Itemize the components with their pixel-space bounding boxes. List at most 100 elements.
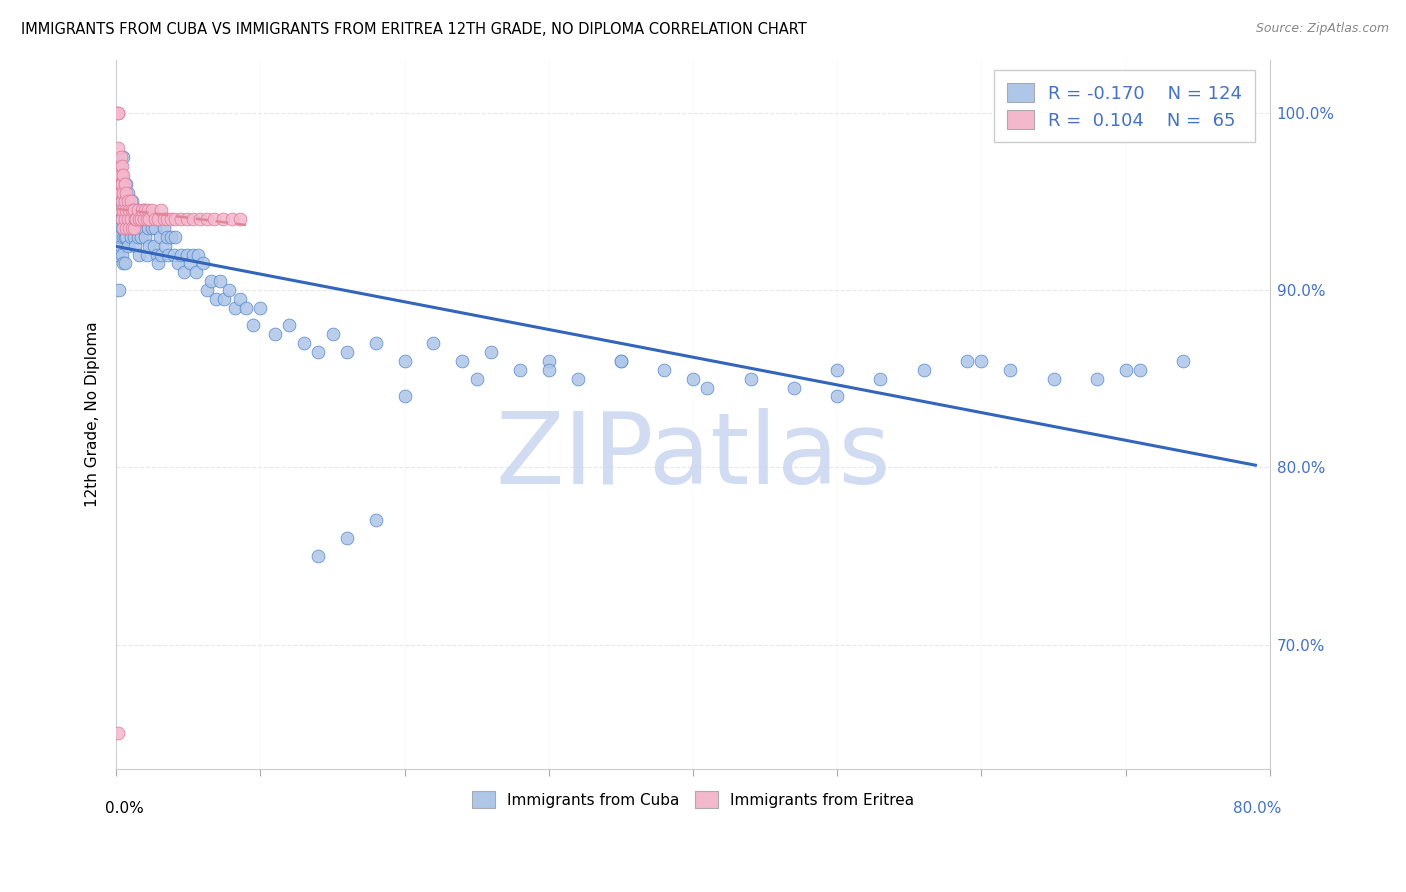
Point xyxy=(114,230,136,244)
Point xyxy=(135,212,157,227)
Point xyxy=(1115,363,1137,377)
Point xyxy=(364,336,387,351)
Point xyxy=(184,265,207,279)
Point xyxy=(394,354,416,368)
Point xyxy=(107,177,129,191)
Point xyxy=(107,105,129,120)
Point xyxy=(1129,363,1152,377)
Point xyxy=(129,230,152,244)
Text: 0.0%: 0.0% xyxy=(104,800,143,815)
Point xyxy=(214,292,236,306)
Point xyxy=(170,212,193,227)
Point xyxy=(204,292,226,306)
Point xyxy=(139,212,162,227)
Point xyxy=(114,256,136,270)
Point xyxy=(108,283,131,297)
Point xyxy=(221,212,243,227)
Point xyxy=(107,247,129,261)
Point xyxy=(143,221,166,235)
Point xyxy=(118,194,141,209)
Point xyxy=(114,203,136,218)
Point xyxy=(336,345,359,359)
Point xyxy=(156,230,179,244)
Point xyxy=(111,212,134,227)
Point xyxy=(122,221,145,235)
Point xyxy=(307,549,329,563)
Point xyxy=(111,194,134,209)
Point xyxy=(165,212,187,227)
Point xyxy=(124,212,146,227)
Point xyxy=(110,186,132,200)
Point xyxy=(107,105,129,120)
Point xyxy=(188,212,211,227)
Point xyxy=(187,247,209,261)
Point xyxy=(112,177,135,191)
Point xyxy=(202,212,225,227)
Point xyxy=(181,247,204,261)
Text: Source: ZipAtlas.com: Source: ZipAtlas.com xyxy=(1256,22,1389,36)
Point xyxy=(115,203,138,218)
Point xyxy=(1042,372,1064,386)
Point xyxy=(157,247,180,261)
Point xyxy=(155,238,177,252)
Point xyxy=(128,212,150,227)
Point xyxy=(610,354,633,368)
Point xyxy=(135,247,157,261)
Point xyxy=(125,212,148,227)
Point xyxy=(120,212,142,227)
Point xyxy=(451,354,474,368)
Point xyxy=(176,247,198,261)
Point xyxy=(111,168,134,182)
Point xyxy=(118,221,141,235)
Point xyxy=(479,345,502,359)
Point xyxy=(121,194,143,209)
Point xyxy=(229,292,252,306)
Point xyxy=(112,203,135,218)
Point xyxy=(740,372,762,386)
Point xyxy=(129,212,152,227)
Point xyxy=(212,212,235,227)
Point xyxy=(121,221,143,235)
Point xyxy=(111,247,134,261)
Point xyxy=(110,186,132,200)
Point xyxy=(125,221,148,235)
Point xyxy=(307,345,329,359)
Point xyxy=(156,212,179,227)
Point xyxy=(138,212,160,227)
Point xyxy=(134,230,156,244)
Point xyxy=(537,354,560,368)
Point xyxy=(108,186,131,200)
Point xyxy=(149,203,172,218)
Point xyxy=(112,256,135,270)
Point xyxy=(112,186,135,200)
Point xyxy=(114,194,136,209)
Point xyxy=(111,194,134,209)
Point xyxy=(111,177,134,191)
Point xyxy=(145,247,167,261)
Point xyxy=(912,363,935,377)
Point xyxy=(176,212,198,227)
Point xyxy=(122,230,145,244)
Point xyxy=(200,274,222,288)
Point xyxy=(121,203,143,218)
Point xyxy=(170,247,193,261)
Point xyxy=(131,203,153,218)
Point xyxy=(141,221,163,235)
Point xyxy=(108,159,131,173)
Point xyxy=(134,203,156,218)
Point xyxy=(108,168,131,182)
Point xyxy=(112,150,135,164)
Point xyxy=(153,221,176,235)
Point xyxy=(235,301,257,315)
Point xyxy=(1173,354,1195,368)
Point xyxy=(108,177,131,191)
Point xyxy=(124,212,146,227)
Point xyxy=(110,177,132,191)
Point xyxy=(112,203,135,218)
Point xyxy=(108,230,131,244)
Point xyxy=(364,514,387,528)
Point xyxy=(336,531,359,545)
Point xyxy=(136,203,159,218)
Point xyxy=(292,336,315,351)
Point xyxy=(115,186,138,200)
